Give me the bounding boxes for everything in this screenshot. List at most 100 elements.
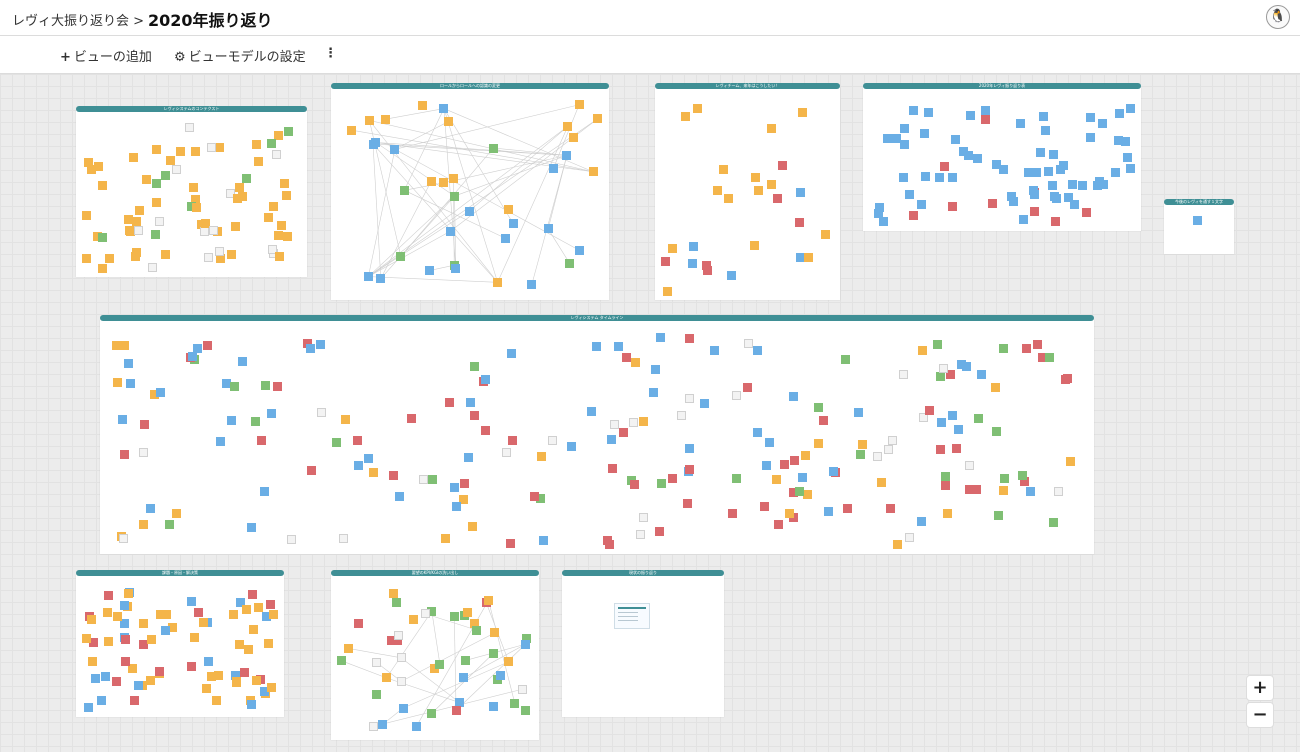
sticky-note[interactable] bbox=[103, 591, 113, 601]
board-role-awareness[interactable]: ロールからロールへの認識の変更 bbox=[331, 83, 609, 300]
sticky-note[interactable] bbox=[767, 180, 777, 190]
sticky-note[interactable] bbox=[396, 251, 406, 261]
sticky-note[interactable] bbox=[630, 358, 640, 368]
sticky-note[interactable] bbox=[699, 398, 709, 408]
sticky-note[interactable] bbox=[427, 475, 437, 485]
sticky-note[interactable] bbox=[604, 540, 614, 550]
board-kpi[interactable]: 要望のKPI/KGIの洗い出し bbox=[331, 570, 539, 740]
sticky-note[interactable] bbox=[481, 425, 491, 435]
sticky-note[interactable] bbox=[372, 690, 382, 700]
sticky-note[interactable] bbox=[212, 696, 222, 706]
sticky-note[interactable] bbox=[858, 439, 868, 449]
sticky-note[interactable] bbox=[1040, 126, 1050, 136]
sticky-note[interactable] bbox=[207, 672, 217, 682]
sticky-note[interactable] bbox=[273, 382, 283, 392]
sticky-note[interactable] bbox=[939, 363, 949, 373]
sticky-note[interactable] bbox=[727, 509, 737, 519]
sticky-note[interactable] bbox=[543, 224, 553, 234]
sticky-note[interactable] bbox=[338, 533, 348, 543]
sticky-note[interactable] bbox=[778, 160, 788, 170]
sticky-note[interactable] bbox=[490, 628, 500, 638]
sticky-note[interactable] bbox=[87, 165, 97, 175]
view-model-settings-button[interactable]: ⚙ ビューモデルの設定 bbox=[174, 46, 306, 65]
sticky-note[interactable] bbox=[788, 391, 798, 401]
sticky-note[interactable] bbox=[390, 144, 400, 154]
sticky-note[interactable] bbox=[98, 180, 108, 190]
sticky-note[interactable] bbox=[316, 340, 326, 350]
board-next-year[interactable]: レヴィチーム、来年はこうしたい！ bbox=[655, 83, 840, 300]
sticky-note[interactable] bbox=[507, 435, 517, 445]
sticky-note[interactable] bbox=[683, 498, 693, 508]
sticky-note[interactable] bbox=[568, 132, 578, 142]
sticky-note[interactable] bbox=[248, 590, 258, 600]
sticky-note[interactable] bbox=[877, 477, 887, 487]
sticky-note[interactable] bbox=[878, 216, 888, 226]
sticky-note[interactable] bbox=[1081, 208, 1091, 218]
sticky-note[interactable] bbox=[961, 361, 971, 371]
sticky-note[interactable] bbox=[1006, 192, 1016, 202]
sticky-note[interactable] bbox=[592, 342, 602, 351]
sticky-note[interactable] bbox=[917, 517, 927, 527]
sticky-note[interactable] bbox=[510, 699, 520, 709]
sticky-note[interactable] bbox=[186, 202, 196, 212]
breadcrumb-workspace[interactable]: レヴィ大振り返り会 > bbox=[12, 14, 145, 29]
sticky-note[interactable] bbox=[192, 344, 202, 354]
sticky-note[interactable] bbox=[469, 619, 479, 629]
sticky-note[interactable] bbox=[141, 174, 151, 184]
sticky-note[interactable] bbox=[1098, 179, 1108, 189]
sticky-note[interactable] bbox=[936, 371, 946, 381]
sticky-note[interactable] bbox=[84, 158, 94, 168]
sticky-note[interactable] bbox=[1078, 181, 1088, 191]
sticky-note[interactable] bbox=[354, 460, 364, 470]
sticky-note[interactable] bbox=[259, 487, 269, 497]
sticky-note[interactable] bbox=[749, 241, 759, 251]
sticky-note[interactable] bbox=[994, 511, 1004, 521]
sticky-note[interactable] bbox=[229, 610, 239, 620]
sticky-note[interactable] bbox=[161, 625, 171, 635]
sticky-note[interactable] bbox=[1115, 108, 1125, 118]
sticky-note[interactable] bbox=[1047, 181, 1057, 191]
sticky-note[interactable] bbox=[368, 139, 378, 149]
sticky-note[interactable] bbox=[166, 156, 176, 166]
sticky-note[interactable] bbox=[794, 487, 804, 497]
sticky-note[interactable] bbox=[548, 436, 558, 446]
sticky-note[interactable] bbox=[235, 639, 245, 649]
sticky-note[interactable] bbox=[1044, 167, 1054, 177]
sticky-note[interactable] bbox=[954, 424, 964, 434]
sticky-note[interactable] bbox=[980, 105, 990, 115]
sticky-note[interactable] bbox=[439, 178, 449, 188]
sticky-note[interactable] bbox=[190, 633, 200, 643]
sticky-note[interactable] bbox=[124, 358, 134, 368]
sticky-note[interactable] bbox=[1051, 216, 1061, 226]
sticky-note[interactable] bbox=[1029, 206, 1039, 216]
sticky-note[interactable] bbox=[964, 461, 974, 471]
embedded-card[interactable] bbox=[614, 603, 650, 629]
sticky-note[interactable] bbox=[917, 346, 927, 356]
sticky-note[interactable] bbox=[238, 192, 248, 202]
sticky-note[interactable] bbox=[376, 274, 386, 283]
sticky-note[interactable] bbox=[363, 454, 373, 464]
sticky-note[interactable] bbox=[785, 508, 795, 518]
sticky-note[interactable] bbox=[227, 416, 237, 426]
board-issues[interactable]: 課題・原因・解決策 bbox=[76, 570, 284, 717]
sticky-note[interactable] bbox=[813, 438, 823, 448]
sticky-note[interactable] bbox=[685, 444, 695, 454]
zoom-out-button[interactable]: − bbox=[1246, 702, 1274, 728]
sticky-note[interactable] bbox=[152, 198, 162, 208]
sticky-note[interactable] bbox=[628, 417, 638, 427]
sticky-note[interactable] bbox=[813, 403, 823, 413]
sticky-note[interactable] bbox=[237, 356, 247, 366]
sticky-note[interactable] bbox=[687, 258, 697, 268]
sticky-note[interactable] bbox=[369, 721, 379, 731]
sticky-note[interactable] bbox=[1053, 487, 1063, 497]
sticky-note[interactable] bbox=[411, 722, 421, 732]
sticky-note[interactable] bbox=[257, 436, 267, 446]
sticky-note[interactable] bbox=[709, 346, 719, 356]
sticky-note[interactable] bbox=[1023, 168, 1033, 178]
sticky-note[interactable] bbox=[840, 355, 850, 365]
sticky-note[interactable] bbox=[800, 451, 810, 461]
sticky-note[interactable] bbox=[1125, 104, 1135, 114]
sticky-note[interactable] bbox=[262, 611, 272, 621]
sticky-note[interactable] bbox=[112, 378, 122, 388]
sticky-note[interactable] bbox=[418, 100, 428, 110]
